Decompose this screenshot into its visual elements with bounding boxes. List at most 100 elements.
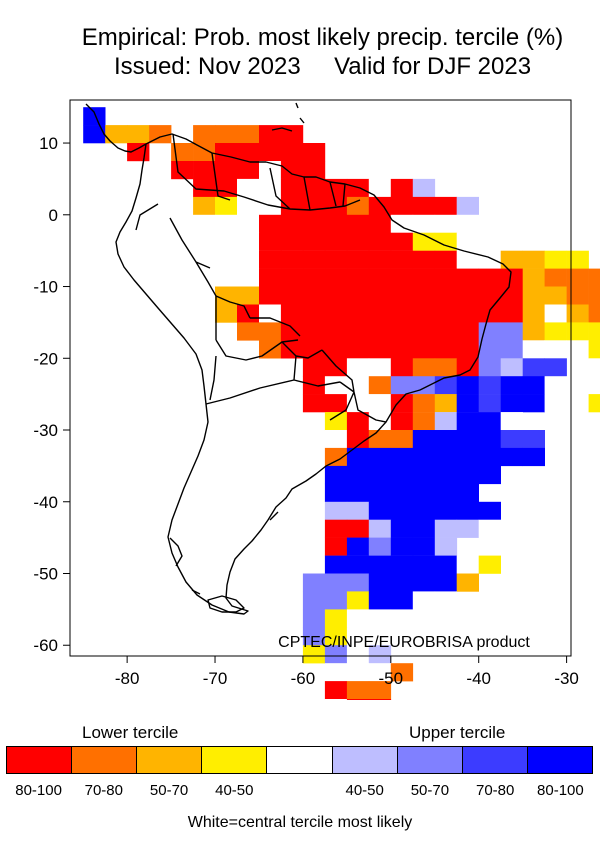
grid-cell bbox=[215, 286, 238, 305]
grid-cell bbox=[368, 609, 392, 628]
grid-cell bbox=[478, 304, 501, 323]
grid-cell bbox=[456, 465, 479, 485]
grid-cell bbox=[280, 286, 304, 305]
grid-cell bbox=[302, 645, 326, 664]
grid-cell bbox=[390, 394, 414, 413]
grid-cell bbox=[390, 555, 414, 574]
grid-cell bbox=[390, 250, 414, 269]
grid-cell bbox=[368, 627, 392, 646]
grid-cell bbox=[390, 483, 414, 502]
legend-swatch bbox=[397, 747, 463, 773]
grid-cell bbox=[368, 430, 392, 449]
grid-cell bbox=[215, 214, 238, 233]
grid-cell bbox=[500, 322, 523, 341]
grid-cell bbox=[390, 465, 414, 485]
grid-cell bbox=[346, 501, 370, 520]
legend-swatch bbox=[202, 747, 268, 773]
x-tick-label: -30 bbox=[554, 669, 579, 688]
grid-cell bbox=[215, 250, 238, 269]
grid-cell bbox=[588, 358, 600, 377]
grid-cell bbox=[390, 447, 414, 467]
grid-cell bbox=[193, 161, 216, 180]
grid-cell bbox=[434, 573, 458, 592]
grid-cell bbox=[368, 250, 392, 269]
grid-cell bbox=[368, 232, 392, 251]
grid-cell bbox=[412, 250, 436, 269]
y-tick-label: -40 bbox=[33, 493, 58, 512]
grid-cell bbox=[324, 430, 348, 449]
grid-cell bbox=[390, 573, 414, 592]
grid-cell bbox=[390, 519, 414, 538]
grid-cell bbox=[324, 304, 348, 323]
legend-labels: 80-100 70-80 50-70 40-50 40-50 50-70 70-80 80-1… bbox=[6, 782, 593, 802]
grid-cell bbox=[346, 609, 370, 628]
grid-cell bbox=[390, 591, 414, 610]
caribbean-islands bbox=[271, 102, 305, 132]
grid-cell bbox=[566, 340, 589, 359]
grid-cell bbox=[500, 447, 523, 467]
grid-cell bbox=[588, 340, 600, 359]
grid-cell bbox=[280, 322, 304, 341]
grid-cell bbox=[522, 394, 545, 413]
grid-cell bbox=[456, 394, 479, 413]
grid-cell bbox=[566, 394, 589, 413]
grid-cell bbox=[412, 537, 436, 556]
grid-cell bbox=[456, 232, 479, 251]
legend-swatch bbox=[332, 747, 398, 773]
legend-swatch bbox=[462, 747, 528, 773]
grid-cell bbox=[412, 358, 436, 377]
grid-cell bbox=[324, 555, 348, 574]
grid-cell bbox=[434, 232, 458, 251]
grid-cell bbox=[478, 519, 501, 538]
grid-cell bbox=[456, 358, 479, 377]
grid-cell bbox=[500, 394, 523, 413]
grid-cell bbox=[193, 196, 216, 216]
grid-cell bbox=[346, 555, 370, 574]
grid-cell bbox=[390, 376, 414, 395]
grid-cell bbox=[478, 555, 501, 574]
grid-cell bbox=[280, 214, 304, 233]
grid-cell bbox=[324, 447, 348, 467]
y-tick-label: 10 bbox=[39, 134, 58, 153]
grid-cell bbox=[588, 394, 600, 413]
grid-cell bbox=[456, 196, 479, 216]
tierra-del-fuego bbox=[207, 595, 245, 613]
grid-cell bbox=[346, 232, 370, 251]
grid-cell bbox=[302, 143, 326, 162]
legend-footnote: White=central tercile most likely bbox=[187, 814, 413, 831]
grid-cell bbox=[368, 322, 392, 341]
y-tick-label: -60 bbox=[33, 636, 58, 655]
grid-cell bbox=[368, 286, 392, 305]
grid-cell bbox=[566, 250, 589, 269]
grid-cell bbox=[390, 322, 414, 341]
y-axis: 10 0 -10 -20 -30 -40 -50 -60 bbox=[33, 134, 70, 655]
y-tick-label: -20 bbox=[33, 349, 58, 368]
grid-cell bbox=[500, 286, 523, 305]
grid-cell bbox=[324, 645, 348, 664]
grid-cell bbox=[500, 412, 523, 431]
grid-cell bbox=[368, 501, 392, 520]
grid-cell bbox=[302, 161, 326, 180]
grid-cell bbox=[588, 304, 600, 323]
grid-cell bbox=[302, 178, 326, 198]
grid-cell bbox=[390, 501, 414, 520]
grid-cell bbox=[412, 591, 436, 610]
grid-cell bbox=[259, 125, 282, 144]
grid-cell bbox=[259, 178, 282, 198]
grid-cell bbox=[324, 681, 348, 700]
legend-label: 50-70 bbox=[149, 782, 189, 799]
grid-cell bbox=[412, 322, 436, 341]
grid-cell bbox=[346, 699, 370, 700]
color-legend bbox=[6, 746, 593, 774]
grid-cell bbox=[324, 573, 348, 592]
grid-cell bbox=[346, 340, 370, 359]
grid-cell bbox=[259, 268, 282, 287]
coastline-outline bbox=[85, 102, 512, 615]
grid-cell bbox=[324, 591, 348, 610]
grid-cell bbox=[478, 376, 501, 395]
grid-cell bbox=[302, 322, 326, 341]
grid-cell bbox=[324, 358, 348, 377]
legend-label: 40-50 bbox=[215, 782, 254, 799]
y-tick-label: -30 bbox=[33, 421, 58, 440]
grid-cell bbox=[324, 465, 348, 485]
